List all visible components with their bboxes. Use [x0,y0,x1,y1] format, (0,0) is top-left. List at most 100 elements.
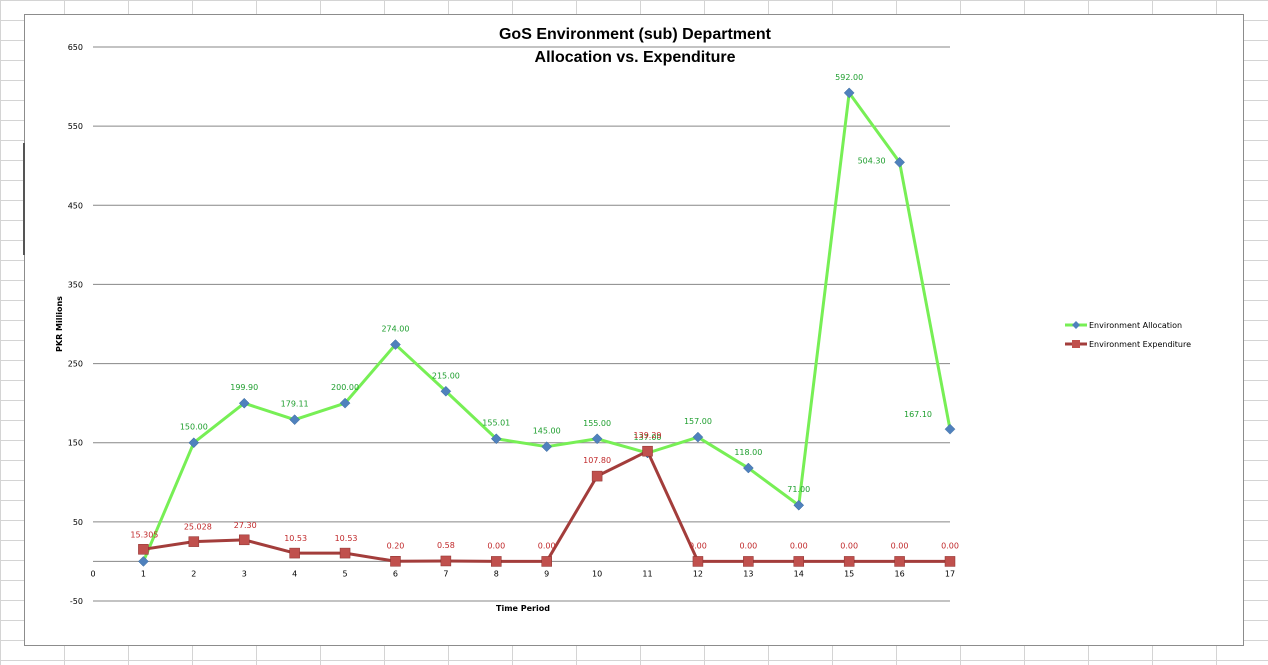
allocation-point [843,87,855,99]
expenditure-data-label: 0.00 [538,541,556,550]
allocation-data-label: 71.00 [787,485,810,494]
x-tick-label: 9 [544,569,549,578]
allocation-data-label: 137.00 [634,433,662,442]
x-tick-label: 17 [945,569,955,578]
allocation-data-label: 215.00 [432,371,460,380]
allocation-point [490,433,502,445]
legend-allocation-label: Environment Allocation [1089,321,1182,330]
x-tick-label: 14 [794,569,804,578]
allocation-data-label: 179.11 [281,400,309,409]
y-tick-label: 50 [73,518,83,527]
expenditure-data-label: 0.00 [739,541,757,550]
expenditure-point [390,556,401,567]
allocation-point [793,499,805,511]
allocation-point [541,441,553,453]
expenditure-point [188,536,200,547]
expenditure-point [339,547,351,559]
allocation-data-label: 200.00 [331,383,359,392]
allocation-point [238,397,250,409]
series-layer [138,87,956,567]
allocation-data-label: 504.30 [858,156,886,165]
allocation-data-label: 199.90 [230,383,258,392]
x-tick-label: 11 [642,569,652,578]
expenditure-point [894,556,905,567]
expenditure-data-label: 0.00 [487,541,505,550]
y-tick-label: 250 [68,360,83,369]
legend-allocation-marker-icon [1072,321,1080,329]
allocation-data-label: 155.01 [482,419,510,428]
legend-expenditure-marker-icon [1072,340,1080,348]
x-tick-label: 3 [242,569,247,578]
allocation-data-label: 155.00 [583,419,611,428]
expenditure-point [944,556,956,567]
allocation-point [742,462,754,474]
expenditure-data-label: 25.028 [184,523,212,532]
allocation-point [188,437,200,449]
chart-title: GoS Environment (sub) Department [499,26,772,43]
x-axis-title: Time Period [496,604,550,613]
allocation-point [944,423,956,435]
expenditure-point [591,470,603,482]
expenditure-data-label: 0.00 [840,541,858,550]
expenditure-point [843,556,855,567]
expenditure-data-label: 0.00 [790,541,808,550]
allocation-data-label: 157.00 [684,417,712,426]
allocation-point [289,414,301,426]
expenditure-data-label: 0.00 [941,541,959,550]
x-tick-label: 1 [141,569,146,578]
expenditure-data-label: 27.30 [234,521,257,530]
allocation-data-label: 274.00 [381,325,409,334]
x-tick-label: 0 [90,569,95,578]
expenditure-point [491,556,502,567]
chart-subtitle: Allocation vs. Expenditure [535,49,736,66]
x-tick-label: 12 [693,569,703,578]
x-tick-label: 13 [743,569,753,578]
allocation-point [894,156,905,168]
x-tick-label: 16 [894,569,904,578]
y-tick-label: 450 [68,201,83,210]
allocation-data-label: 167.10 [904,410,932,419]
allocation-data-label: 150.00 [180,423,208,432]
expenditure-data-label: 15.305 [130,530,158,539]
x-tick-label: 6 [393,569,398,578]
expenditure-point [541,556,552,567]
y-axis-title: PKR Millions [55,296,64,352]
expenditure-point [138,544,149,555]
x-tick-label: 5 [343,569,348,578]
x-tick-label: 4 [292,569,297,578]
expenditure-point [440,555,452,567]
expenditure-data-label: 10.53 [284,534,307,543]
x-tick-label: 8 [494,569,499,578]
expenditure-data-label: 0.20 [387,541,405,550]
y-tick-label: -50 [70,597,83,606]
legend: Environment Allocation Environment Expen… [1065,321,1191,349]
allocation-point [390,339,401,350]
expenditure-data-label: 10.53 [335,534,358,543]
expenditure-point [642,445,653,457]
x-tick-label: 10 [592,569,602,578]
y-tick-label: 350 [68,280,83,289]
expenditure-data-label: 107.80 [583,456,611,465]
allocation-data-label: 592.00 [835,73,863,82]
expenditure-point [793,556,805,567]
expenditure-point [289,547,300,559]
allocation-point [591,433,603,445]
allocation-line [142,91,952,563]
allocation-point [440,385,452,397]
allocation-point [692,431,704,443]
sheet-selection-marker [23,143,25,255]
expenditure-data-label: 0.00 [891,541,909,550]
expenditure-data-label: 0.00 [689,541,707,550]
expenditure-point [743,556,754,567]
x-tick-label: 15 [844,569,854,578]
expenditure-point [238,534,250,546]
x-tick-label: 2 [191,569,196,578]
expenditure-point [692,556,704,567]
expenditure-data-label: 139.29 [634,431,662,440]
data-labels: 150.00 199.90 179.11 200.00 274.00 215.00 155.… [130,73,958,551]
allocation-point [138,556,149,567]
allocation-data-label: 145.00 [533,427,561,436]
x-tick-label: 7 [443,569,448,578]
y-tick-label: 150 [68,439,83,448]
